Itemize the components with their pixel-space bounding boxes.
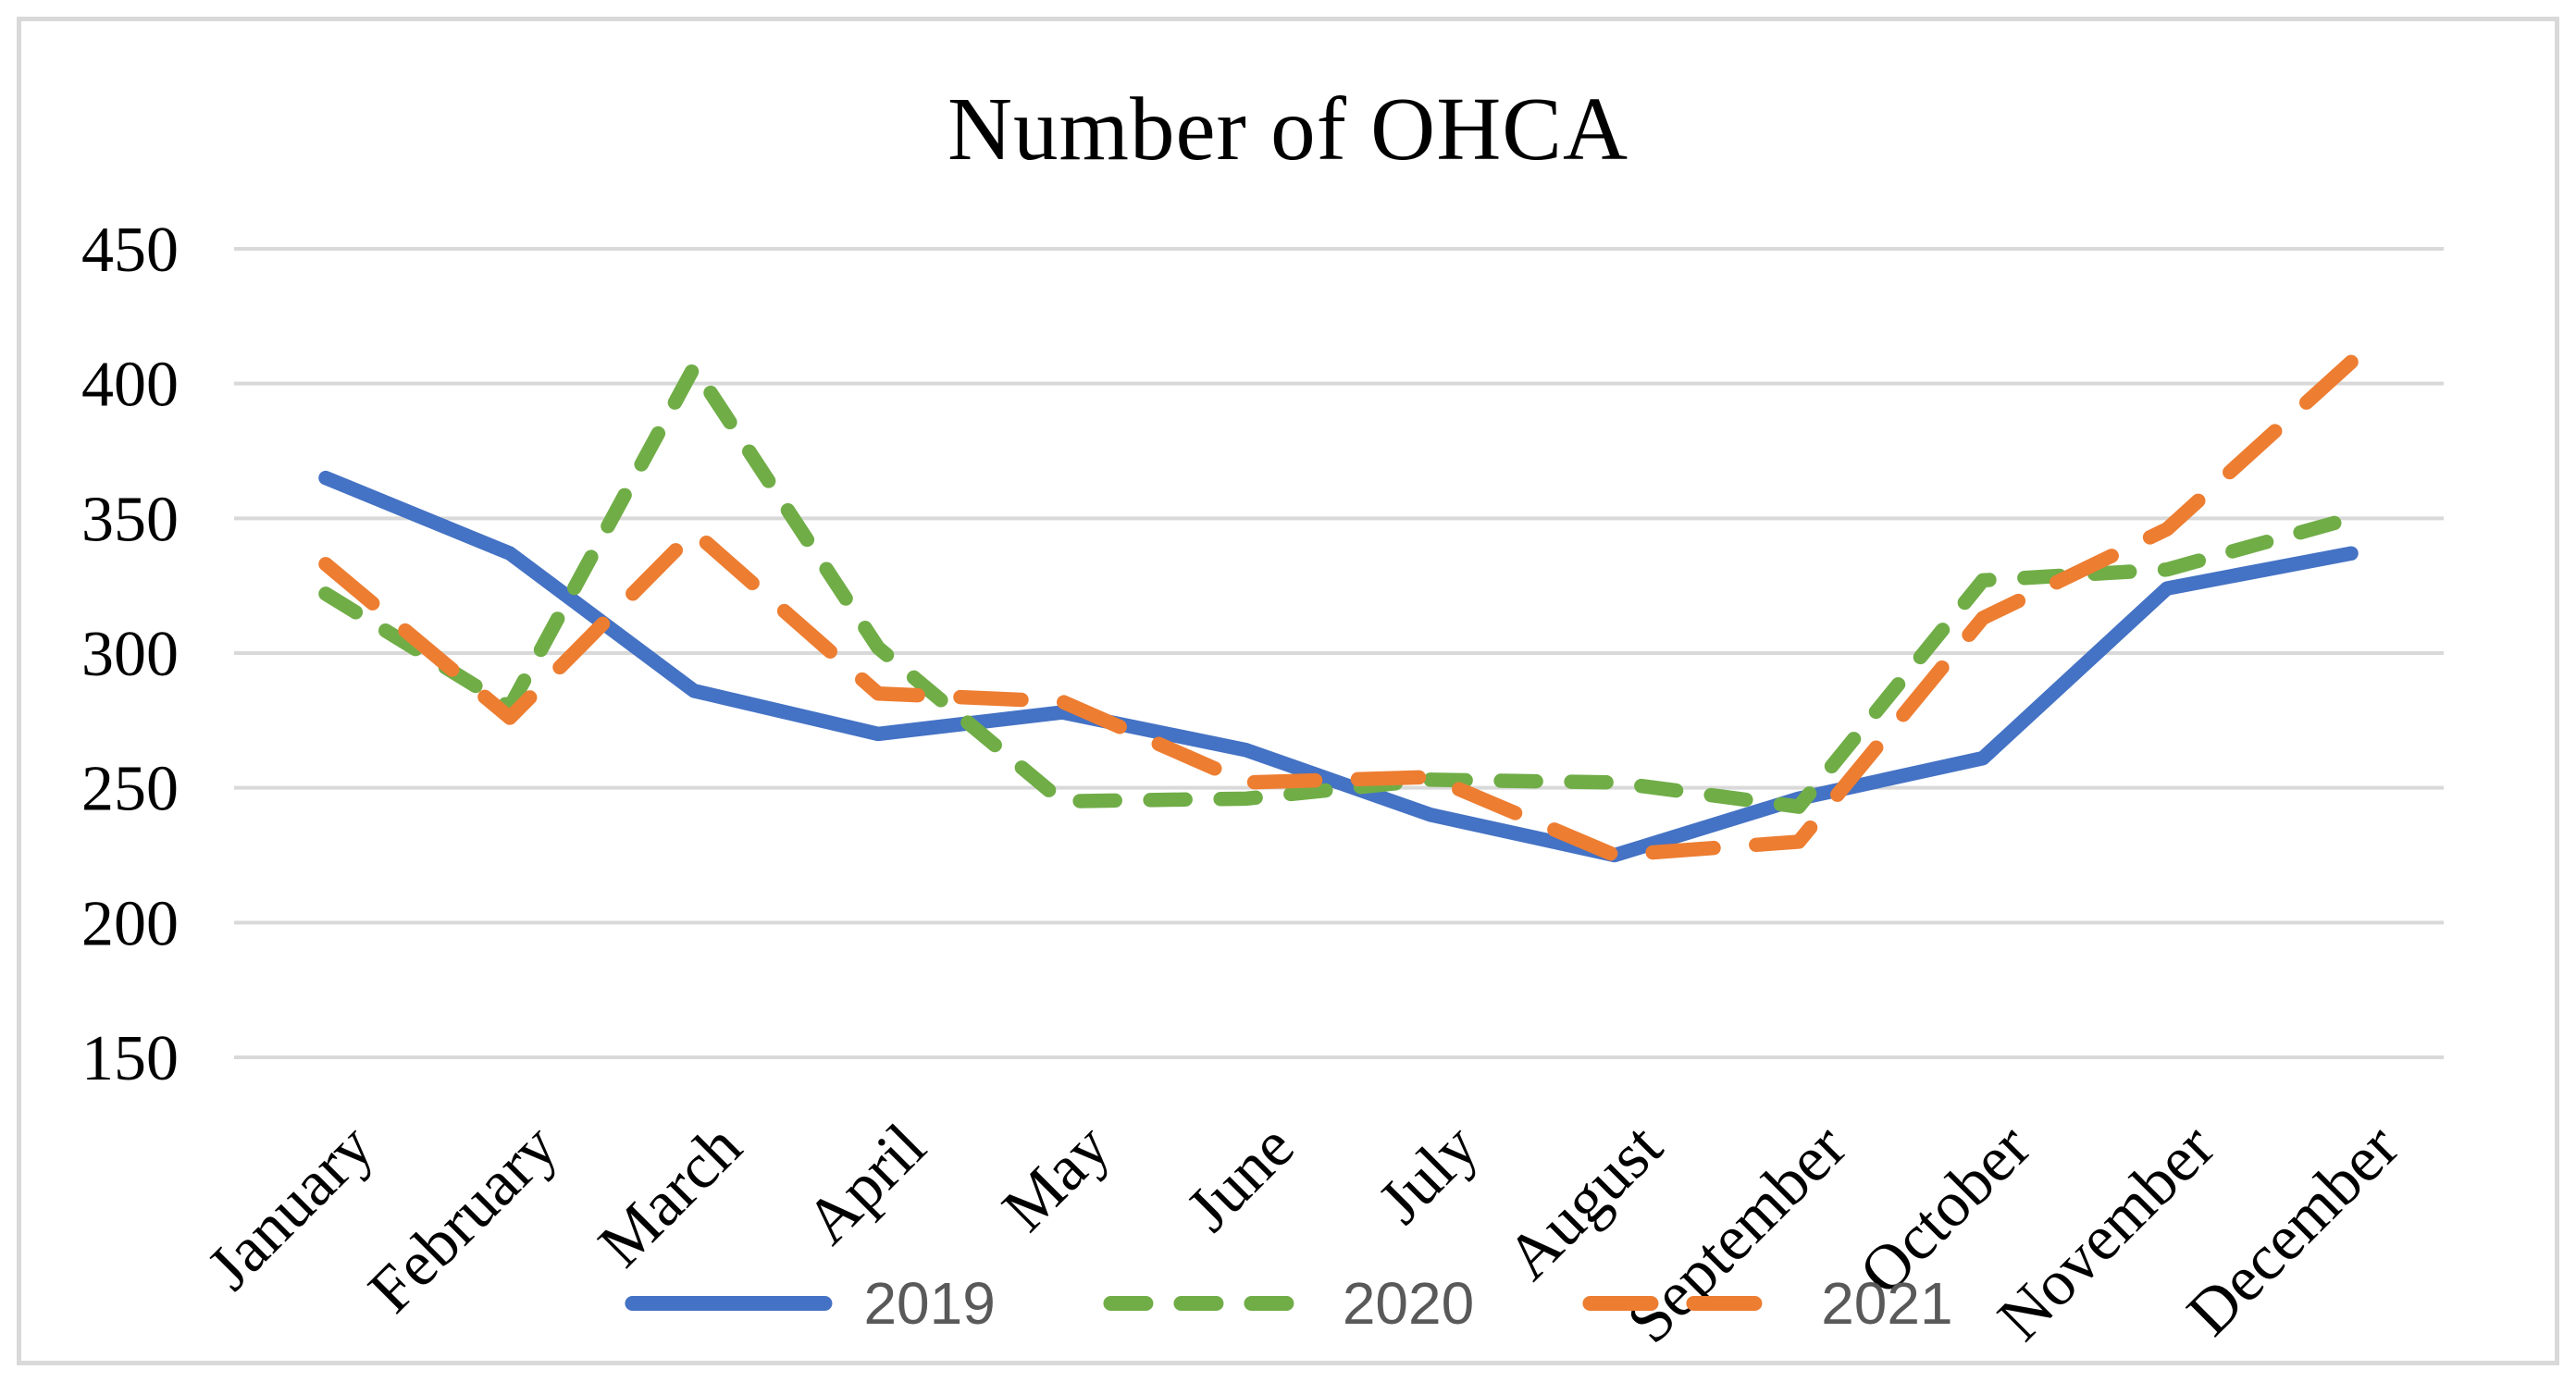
y-axis-tick-label: 150: [81, 1023, 179, 1094]
y-axis-tick-label: 200: [81, 888, 179, 959]
legend-marker-2019-solid-line-icon: [625, 1296, 833, 1311]
legend: 2019 2020 2021: [623, 1269, 1953, 1338]
legend-item-2021: 2021: [1580, 1269, 1953, 1338]
x-axis-month-label: June: [1173, 1111, 1307, 1245]
x-axis-month-label: February: [355, 1111, 571, 1326]
x-axis-month-label: May: [989, 1111, 1123, 1245]
y-axis-tick-label: 450: [81, 215, 179, 286]
x-axis-month-label: March: [586, 1111, 756, 1281]
series-line-2021: [318, 354, 2359, 863]
x-axis-month-label: August: [1493, 1110, 1677, 1293]
y-axis-tick-label: 350: [81, 484, 179, 555]
x-axis-month-label: July: [1365, 1111, 1492, 1238]
y-axis-tick-label: 400: [81, 350, 179, 421]
chart-title: Number of OHCA: [947, 80, 1629, 179]
legend-item-2020: 2020: [1102, 1269, 1474, 1338]
legend-item-2019: 2019: [623, 1269, 996, 1338]
y-axis-tick-label: 250: [81, 754, 179, 825]
series-line-2019: [318, 470, 2359, 863]
x-axis-month-label: April: [792, 1111, 939, 1258]
legend-marker-2021-dashed-line-icon: [1582, 1296, 1763, 1311]
legend-marker-2020-dashed-line-icon: [1103, 1296, 1311, 1311]
legend-label-2020: 2020: [1342, 1270, 1475, 1337]
y-axis-tick-label: 300: [81, 619, 179, 690]
legend-label-2019: 2019: [863, 1270, 996, 1337]
legend-label-2021: 2021: [1821, 1270, 1953, 1337]
